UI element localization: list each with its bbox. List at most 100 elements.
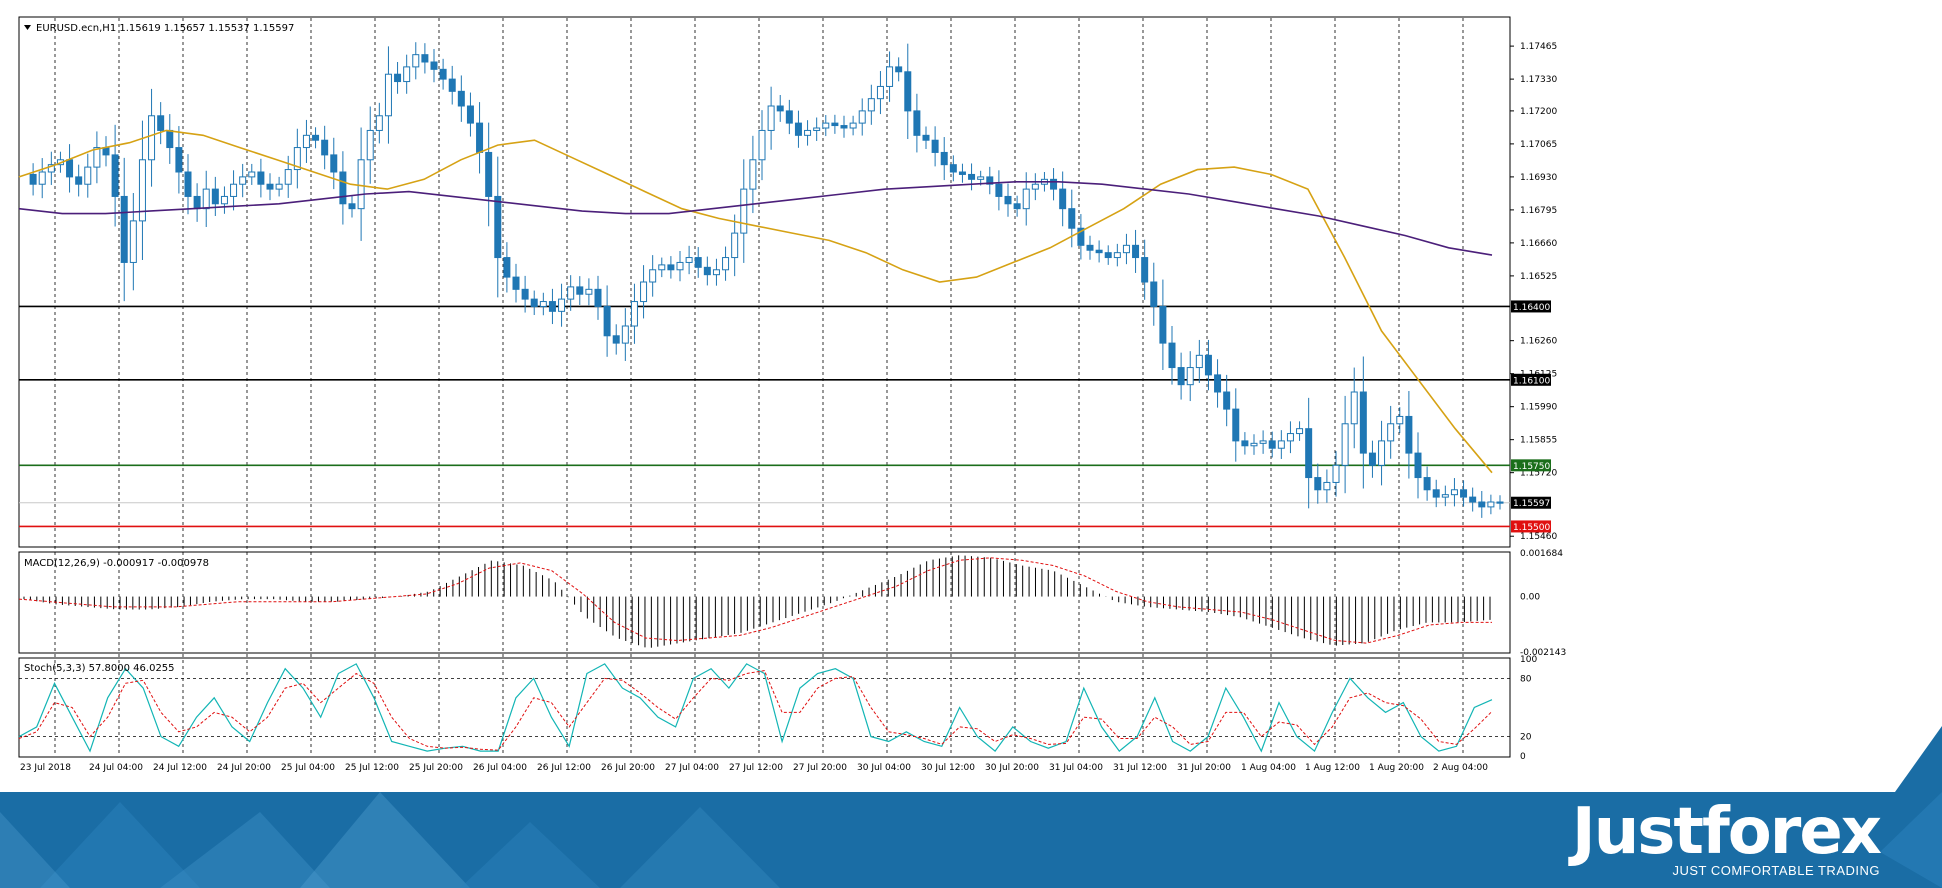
candle-body — [594, 288, 602, 307]
brand-banner — [0, 792, 1942, 888]
y-tick-label: 1.16930 — [1520, 173, 1557, 183]
candle-body — [357, 159, 365, 210]
candle-body — [148, 115, 156, 161]
candle-body — [184, 171, 192, 197]
candle-body — [75, 176, 83, 185]
candle-body — [977, 176, 985, 180]
candle-body — [1423, 477, 1431, 491]
macd-y-tick: 0.001684 — [1520, 549, 1563, 559]
candle-body — [1004, 195, 1012, 205]
candle-body — [1186, 367, 1194, 386]
candle-body — [940, 151, 948, 166]
x-tick-label: 26 Jul 04:00 — [473, 763, 527, 773]
candle-body — [621, 325, 629, 344]
candle-body — [1341, 423, 1349, 466]
candle-body — [1305, 428, 1313, 479]
candle-body — [576, 286, 584, 295]
candle-body — [1469, 496, 1477, 503]
candle-body — [1487, 501, 1495, 508]
candle-body — [1159, 305, 1167, 344]
candle-body — [430, 61, 438, 70]
level-label-box — [1511, 459, 1551, 472]
candle-body — [1314, 477, 1322, 491]
candle-body — [1259, 440, 1267, 444]
x-tick-label: 1 Aug 04:00 — [1241, 763, 1296, 773]
x-tick-label: 24 Jul 04:00 — [89, 763, 143, 773]
level-label: 1.16400 — [1513, 303, 1550, 313]
candle-body — [47, 164, 55, 173]
stoch-levels — [19, 678, 1510, 737]
y-tick-label: 1.15720 — [1520, 469, 1557, 479]
candle-body — [466, 105, 474, 124]
x-tick-label: 24 Jul 12:00 — [153, 763, 207, 773]
y-tick-label: 1.16260 — [1520, 337, 1557, 347]
candle-body — [1177, 367, 1185, 386]
macd-panel-title: MACD(12,26,9) -0.000917 -0.000978 — [24, 558, 209, 569]
candle-body — [403, 66, 411, 83]
x-tick-label: 31 Jul 12:00 — [1113, 763, 1167, 773]
candle-body — [630, 301, 638, 327]
candle-body — [284, 169, 292, 185]
candle-body — [1441, 494, 1449, 498]
candle-body — [138, 159, 146, 222]
candle-body — [1332, 464, 1340, 483]
macd-signal-line — [18, 557, 1492, 644]
candle-body — [858, 110, 866, 124]
candle-body — [767, 105, 775, 131]
candle-body — [785, 110, 793, 124]
candle-body — [640, 281, 648, 303]
candle-body — [849, 122, 857, 129]
candle-body — [1068, 208, 1076, 229]
candle-body — [348, 203, 356, 210]
candle-body — [740, 188, 748, 234]
candle-body — [111, 154, 119, 197]
candle-body — [129, 220, 137, 263]
candle-body — [904, 71, 912, 112]
stoch-signal-line — [18, 670, 1493, 751]
candle-body — [1132, 244, 1140, 259]
x-tick-label: 31 Jul 04:00 — [1049, 763, 1103, 773]
candle-body — [567, 286, 575, 300]
candle-body — [485, 151, 493, 197]
candle-body — [968, 173, 976, 180]
candle-body — [722, 257, 730, 271]
candle-body — [457, 90, 465, 107]
candle-body — [658, 264, 666, 271]
candle-body — [776, 105, 784, 112]
candle-body — [840, 125, 848, 129]
x-tick-label: 31 Jul 20:00 — [1177, 763, 1231, 773]
time-axis-ticks: 23 Jul 2018 24 Jul 04:00 24 Jul 12:00 24 Ju… — [20, 763, 1488, 773]
candle-body — [394, 73, 402, 83]
candle-body — [375, 115, 383, 131]
candle-body — [102, 147, 110, 156]
level-label: 1.15750 — [1513, 462, 1550, 472]
candle-body — [239, 176, 247, 185]
x-tick-label: 25 Jul 20:00 — [409, 763, 463, 773]
candle-body — [302, 134, 310, 149]
candle-body — [831, 122, 839, 127]
collapse-arrow-icon[interactable] — [24, 25, 31, 30]
candle-body — [366, 129, 374, 161]
candle-body — [1250, 442, 1258, 447]
candle-body — [1122, 244, 1130, 254]
candle-body — [1031, 183, 1039, 190]
candle-body — [1350, 391, 1358, 425]
vertical-grid — [54, 18, 1464, 756]
candle-body — [1150, 281, 1158, 307]
horizontal-levels — [19, 305, 1510, 528]
candle-body — [476, 122, 484, 153]
candle-body — [1432, 489, 1440, 498]
candle-body — [312, 134, 320, 141]
stoch-panel-frame — [18, 657, 1511, 758]
candle-body — [1050, 178, 1058, 190]
candle-body — [886, 66, 894, 87]
x-tick-label: 30 Jul 12:00 — [921, 763, 975, 773]
candle-body — [293, 147, 301, 171]
candle-body — [1478, 501, 1486, 508]
level-label-box — [1511, 520, 1551, 533]
candle-body — [804, 129, 812, 136]
candle-body — [494, 195, 502, 259]
candle-body — [521, 288, 529, 300]
x-tick-label: 27 Jul 12:00 — [729, 763, 783, 773]
stoch-y-tick: 80 — [1520, 674, 1532, 684]
